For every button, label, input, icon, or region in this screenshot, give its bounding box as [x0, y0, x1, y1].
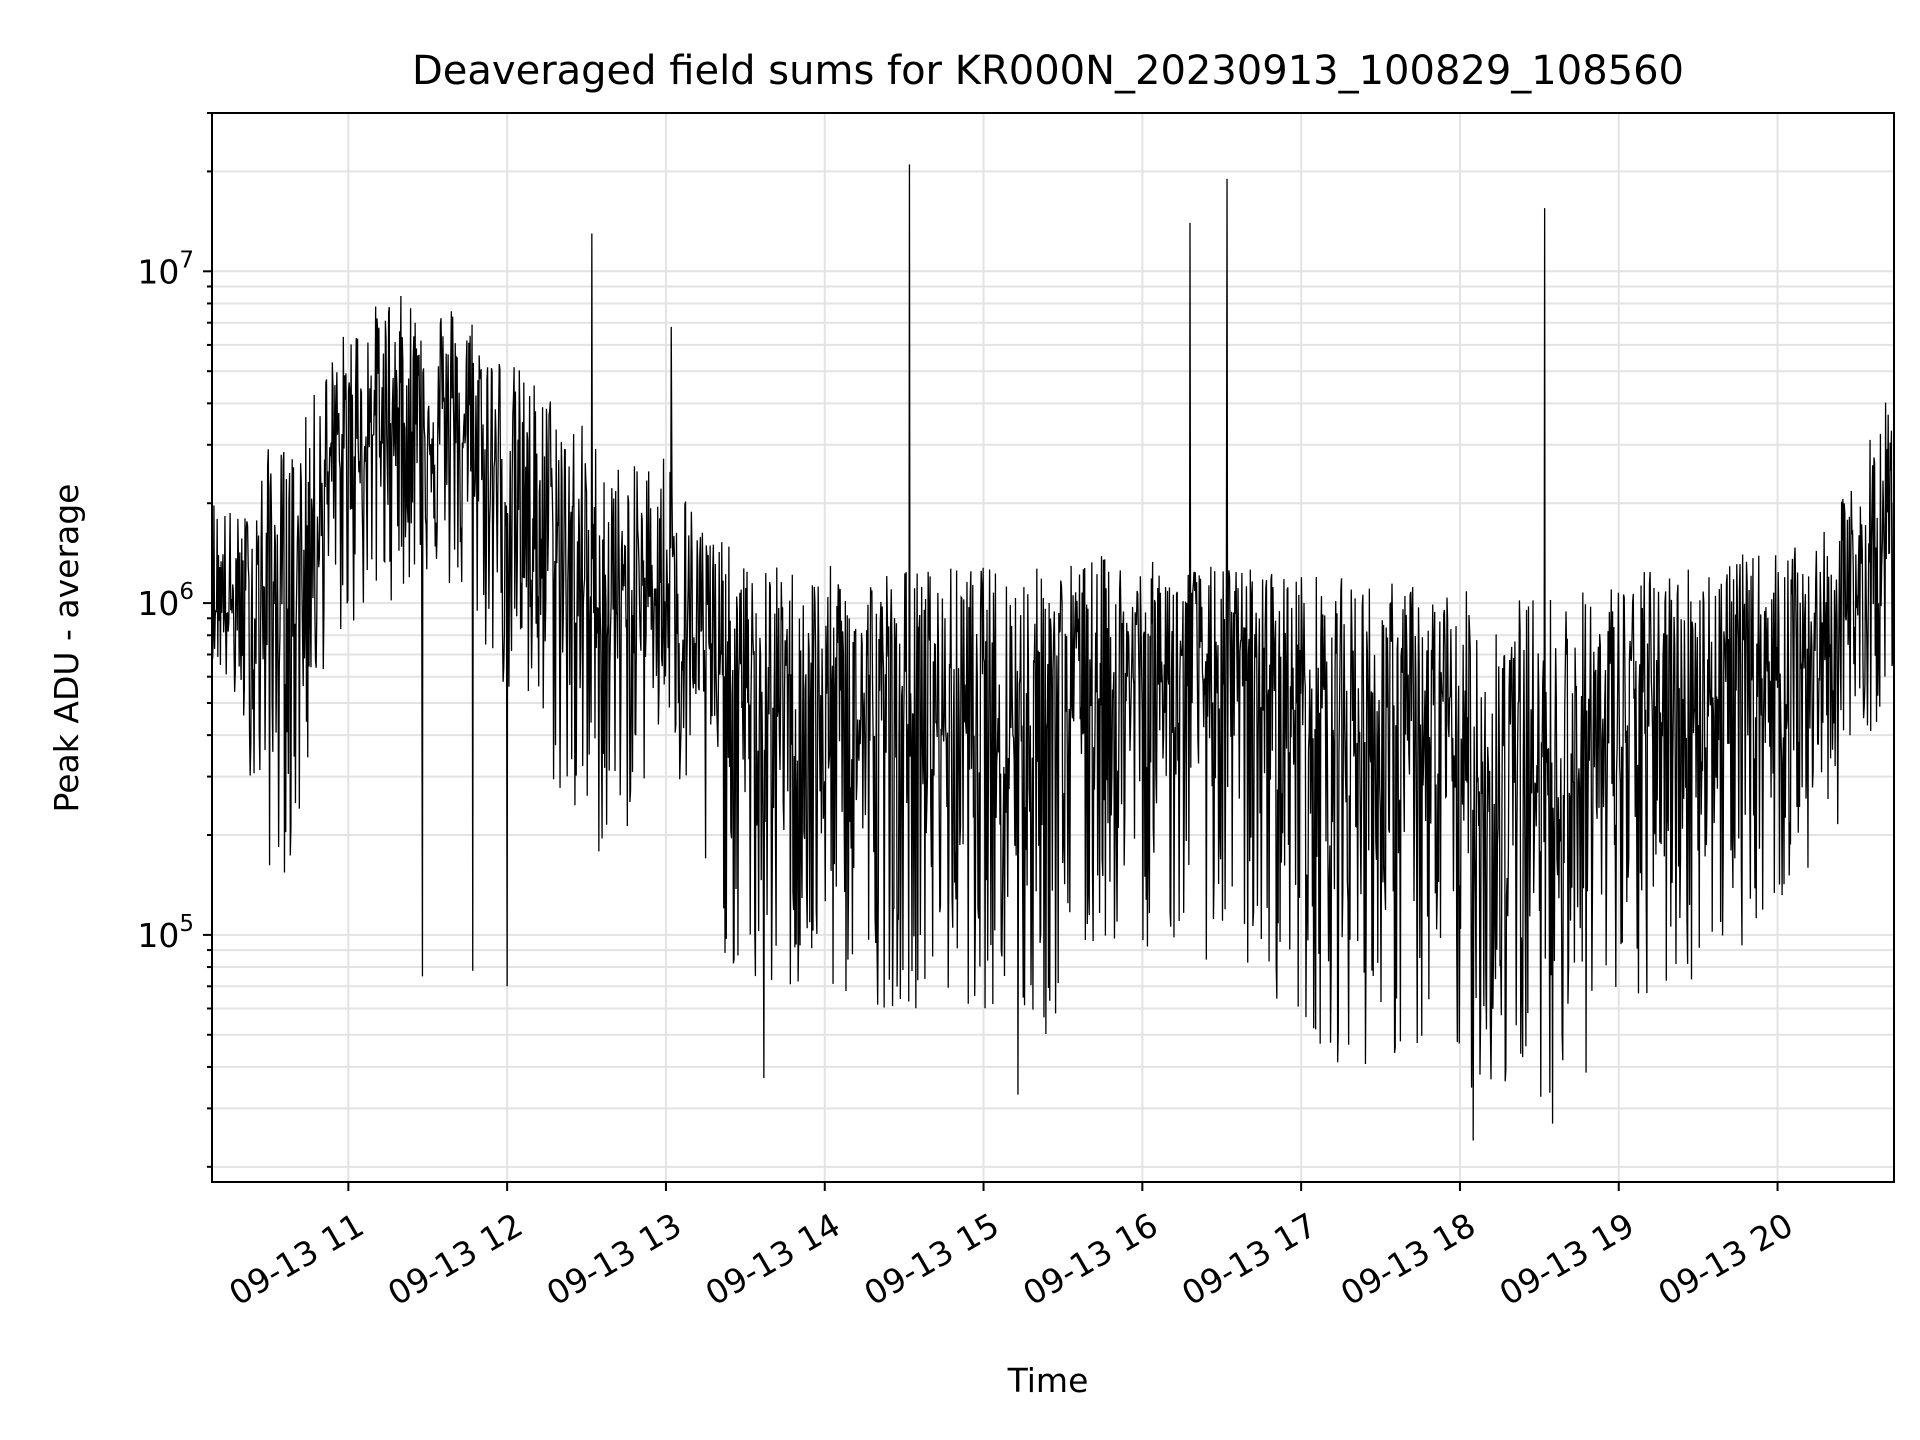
x-axis-label: Time — [1007, 1361, 1089, 1400]
x-axis-ticks: 09-13 11 09-13 12 09-13 13 09-13 14 09-13 15… — [222, 1182, 1800, 1313]
y-axis-label: Peak ADU - average — [47, 484, 86, 813]
y-tick-label: 106 — [137, 579, 194, 623]
chart-title: Deaveraged field sums for KR000N_2023091… — [412, 48, 1684, 94]
x-tick-label: 09-13 19 — [1493, 1205, 1641, 1313]
x-tick-label: 09-13 13 — [540, 1205, 688, 1313]
x-tick-label: 09-13 17 — [1175, 1205, 1323, 1313]
x-tick-label: 09-13 11 — [222, 1205, 370, 1313]
y-axis-ticks: 105 106 107 — [137, 112, 212, 1168]
x-tick-label: 09-13 18 — [1334, 1205, 1482, 1313]
x-tick-label: 09-13 16 — [1016, 1205, 1164, 1313]
x-tick-label: 09-13 12 — [381, 1205, 529, 1313]
y-tick-label: 105 — [137, 911, 194, 955]
x-tick-label: 09-13 20 — [1652, 1205, 1800, 1313]
x-tick-label: 09-13 15 — [858, 1205, 1006, 1313]
plot-frame — [211, 112, 1895, 1183]
series-line-group — [212, 164, 1894, 1141]
y-tick-label: 107 — [137, 247, 194, 291]
x-tick-label: 09-13 14 — [699, 1205, 847, 1313]
series-line — [212, 164, 1894, 1141]
